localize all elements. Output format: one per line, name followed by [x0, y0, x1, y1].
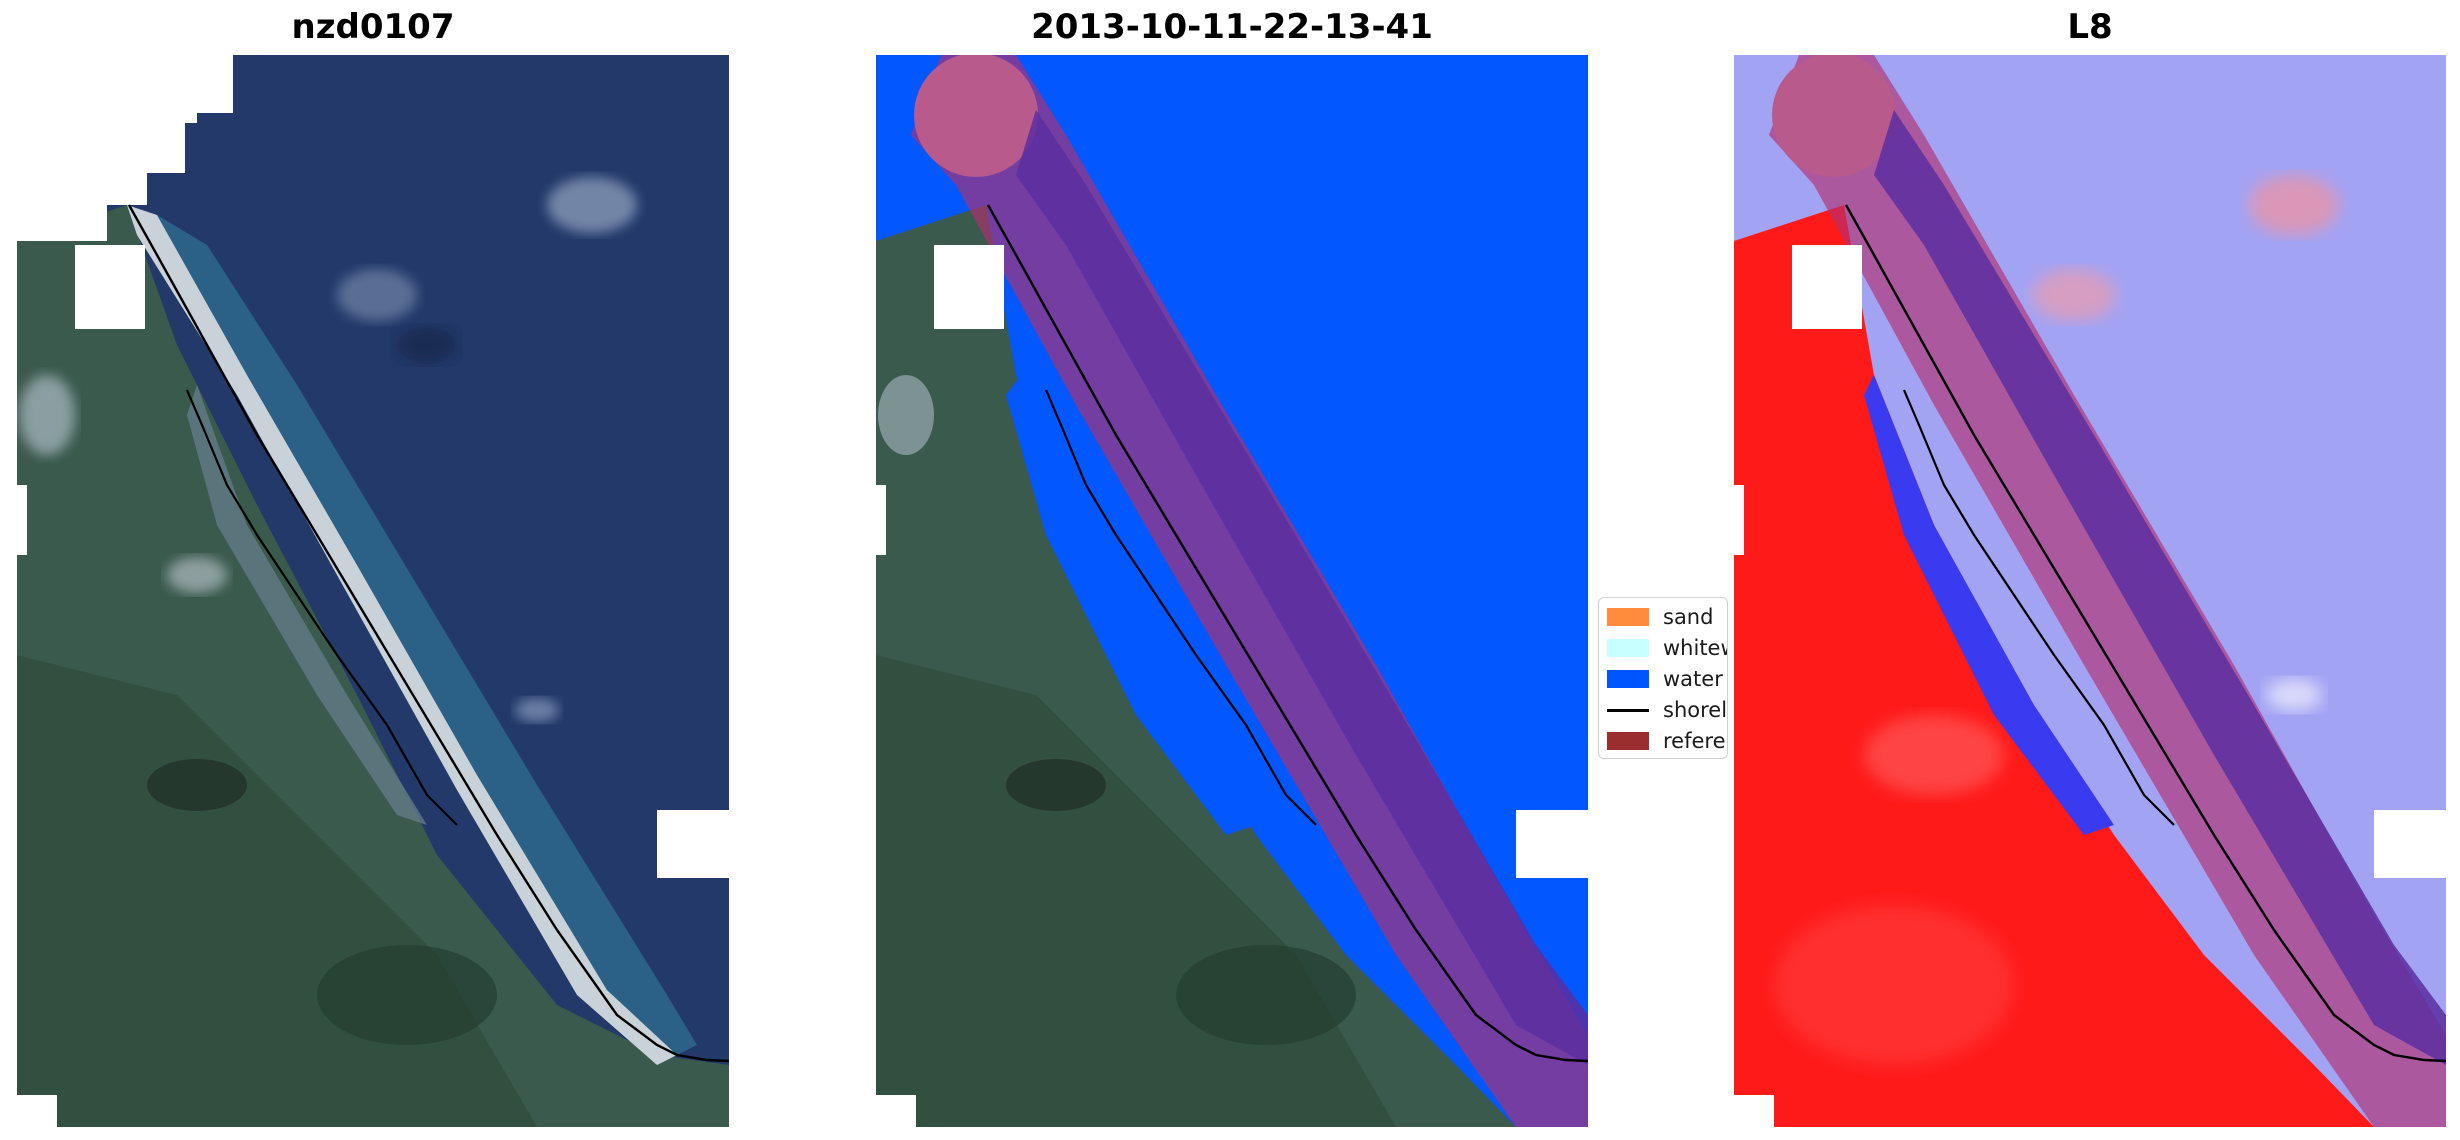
- legend-swatch-whitewater: [1607, 639, 1649, 657]
- legend-item-water: water: [1607, 666, 1723, 692]
- panel-title-rgb: nzd0107: [291, 7, 455, 47]
- legend-swatch-reference-buffer: [1607, 732, 1649, 750]
- legend-item-sand: sand: [1607, 604, 1713, 630]
- legend-item-reference-buffer: reference shoreline buffer: [1607, 728, 1727, 754]
- legend-label-sand: sand: [1663, 605, 1714, 629]
- panel-title-classification: 2013-10-11-22-13-41: [1031, 7, 1433, 47]
- legend-swatch-sand: [1607, 608, 1649, 626]
- rgb-image: [17, 55, 729, 1127]
- index-image-panel: [1734, 55, 2446, 1127]
- legend-swatch-water: [1607, 670, 1649, 688]
- legend-line-shoreline: [1607, 708, 1649, 712]
- classification-image: [876, 55, 1588, 1127]
- rgb-image-panel: [17, 55, 729, 1127]
- legend-label-water: water: [1663, 667, 1723, 691]
- legend-item-shoreline: shoreline: [1607, 697, 1728, 723]
- index-image: [1734, 55, 2446, 1127]
- legend-label-shoreline: shoreline: [1663, 698, 1728, 722]
- legend-label-reference-buffer: reference shoreline buffer: [1663, 729, 1727, 753]
- panel-title-index: L8: [2067, 7, 2113, 47]
- classification-image-panel: [876, 55, 1588, 1127]
- shoreline-line: [127, 204, 729, 1063]
